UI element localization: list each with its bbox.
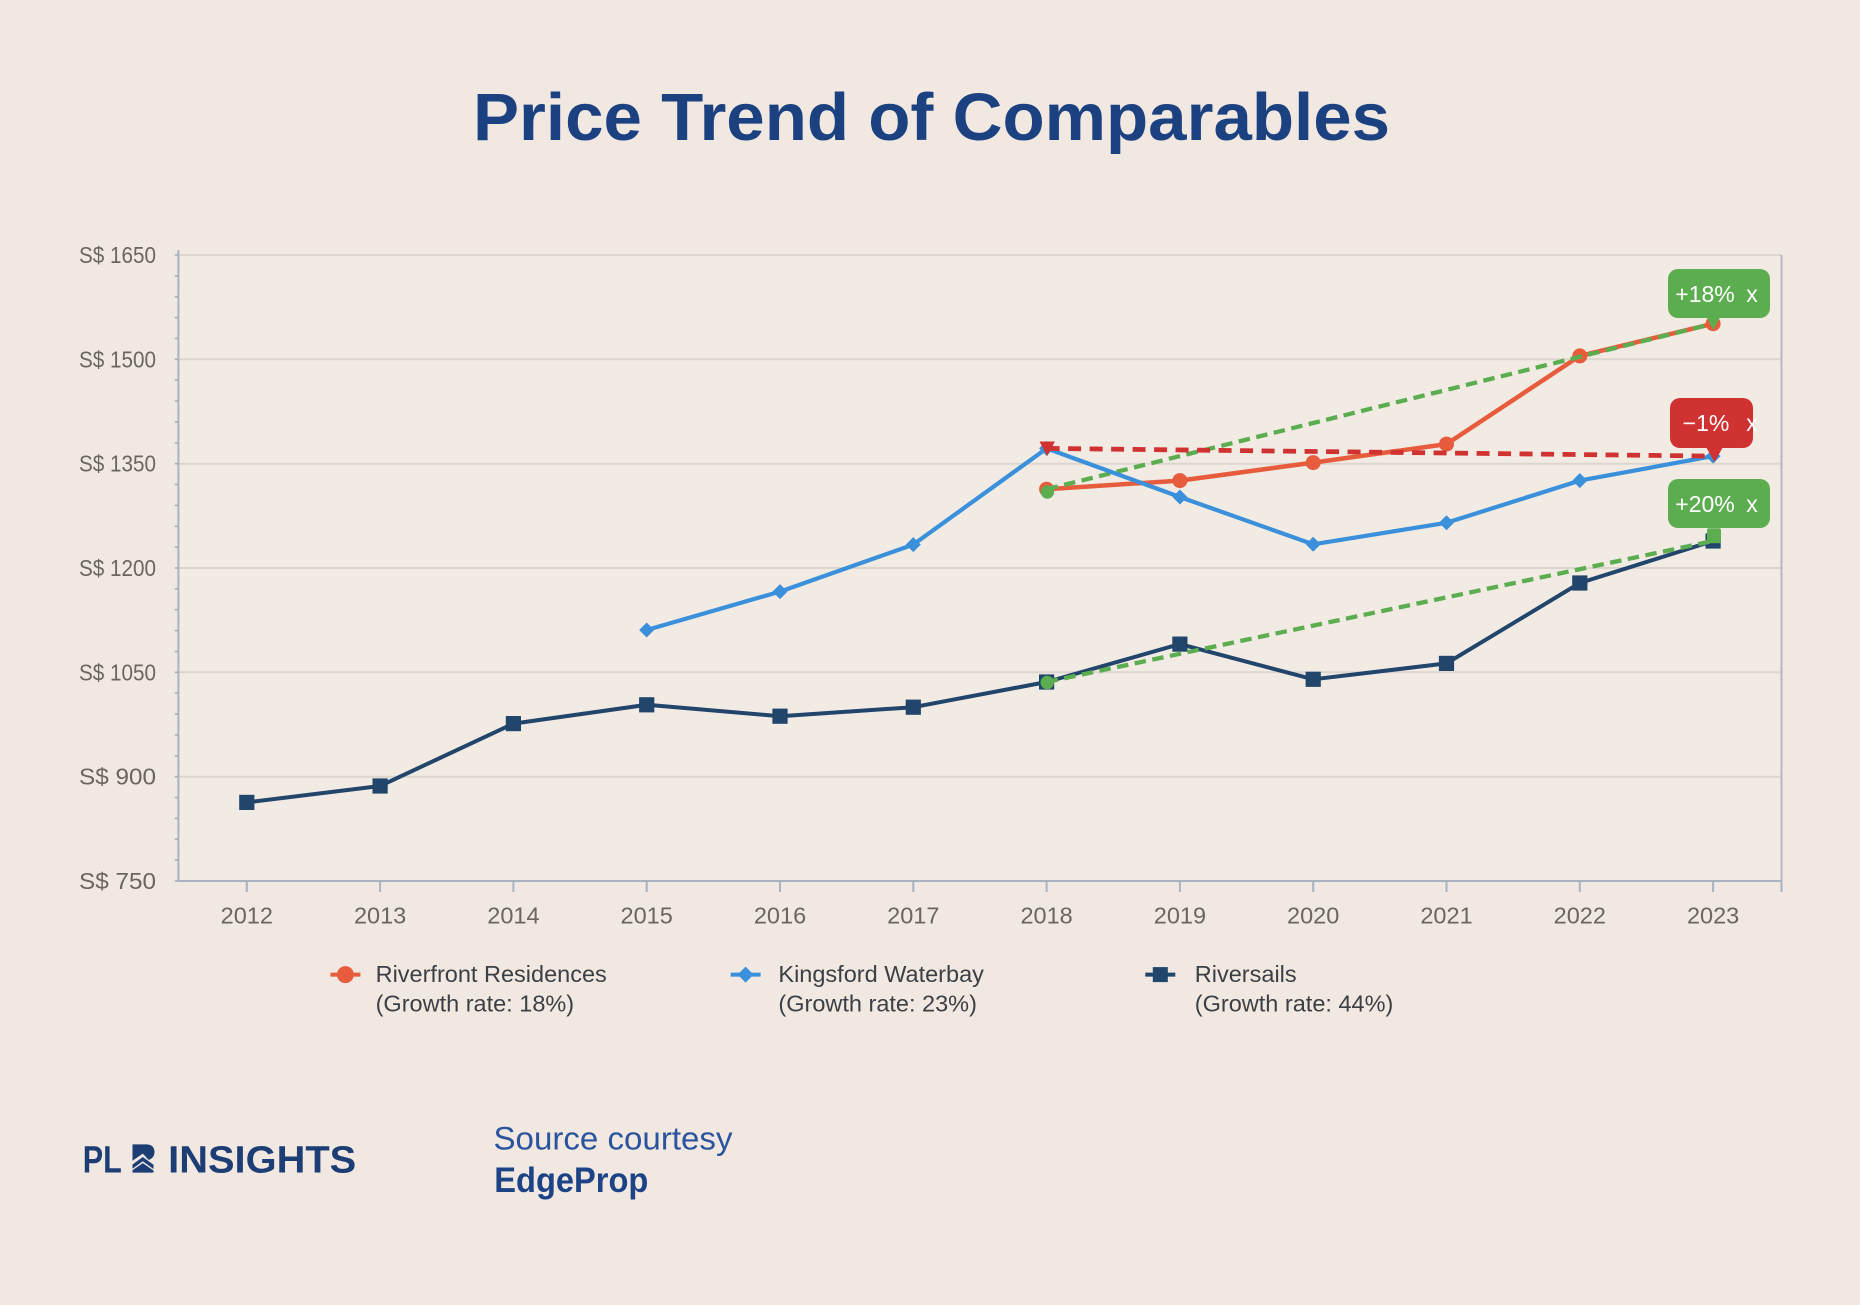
svg-text:S$ 900: S$ 900 [79, 764, 156, 790]
svg-text:2022: 2022 [1554, 903, 1606, 929]
svg-text:2012: 2012 [221, 903, 273, 929]
svg-text:2021: 2021 [1420, 903, 1472, 929]
svg-text:S$ 750: S$ 750 [79, 868, 156, 894]
svg-text:x: x [1746, 281, 1758, 307]
svg-text:S$ 1350: S$ 1350 [79, 451, 156, 477]
svg-text:2014: 2014 [487, 903, 539, 929]
svg-text:−1%: −1% [1683, 410, 1730, 436]
svg-text:(Growth rate: 18%): (Growth rate: 18%) [376, 991, 575, 1017]
svg-text:2013: 2013 [354, 903, 406, 929]
svg-text:2019: 2019 [1154, 903, 1206, 929]
svg-text:(Growth rate: 23%): (Growth rate: 23%) [778, 991, 977, 1017]
svg-text:Riversails: Riversails [1195, 961, 1297, 987]
svg-text:x: x [1746, 491, 1758, 517]
svg-text:Price Trend of Comparables: Price Trend of Comparables [473, 80, 1390, 155]
svg-text:2015: 2015 [621, 903, 673, 929]
svg-text:S$ 1050: S$ 1050 [79, 659, 156, 685]
svg-text:S$ 1200: S$ 1200 [79, 555, 156, 581]
svg-text:INSIGHTS: INSIGHTS [168, 1140, 356, 1182]
svg-text:S$ 1500: S$ 1500 [79, 346, 156, 372]
svg-text:2016: 2016 [754, 903, 806, 929]
svg-text:S$ 1650: S$ 1650 [79, 242, 156, 268]
svg-text:2023: 2023 [1687, 903, 1739, 929]
svg-text:2020: 2020 [1287, 903, 1339, 929]
svg-text:Riverfront Residences: Riverfront Residences [376, 961, 607, 987]
svg-text:x: x [1746, 410, 1758, 436]
svg-text:Source courtesy: Source courtesy [494, 1121, 734, 1157]
svg-text:2017: 2017 [887, 903, 939, 929]
svg-text:PL: PL [83, 1140, 122, 1182]
svg-text:+18%: +18% [1675, 281, 1734, 307]
svg-text:EdgeProp: EdgeProp [494, 1161, 648, 1200]
svg-text:Kingsford Waterbay: Kingsford Waterbay [778, 961, 984, 987]
svg-text:2018: 2018 [1020, 903, 1072, 929]
svg-text:(Growth rate: 44%): (Growth rate: 44%) [1195, 991, 1394, 1017]
svg-text:+20%: +20% [1675, 491, 1734, 517]
